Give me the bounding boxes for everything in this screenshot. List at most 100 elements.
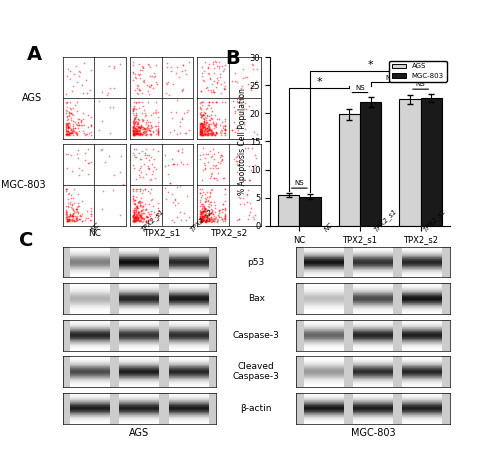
- Bar: [168, 250, 209, 251]
- Point: [74, 202, 82, 209]
- Point: [78, 217, 86, 225]
- Point: [138, 211, 145, 219]
- Bar: [402, 383, 442, 384]
- Point: [231, 69, 239, 77]
- Point: [198, 69, 206, 77]
- Point: [133, 203, 141, 211]
- Point: [208, 185, 216, 193]
- Point: [142, 205, 150, 213]
- Point: [130, 208, 138, 216]
- Point: [220, 65, 228, 73]
- Point: [150, 163, 158, 170]
- Point: [183, 160, 191, 168]
- Point: [142, 205, 150, 213]
- Point: [130, 127, 138, 135]
- Bar: [353, 357, 393, 358]
- Bar: [304, 321, 344, 322]
- Point: [204, 211, 212, 219]
- Point: [136, 213, 144, 221]
- Point: [201, 124, 209, 131]
- Point: [78, 198, 86, 205]
- Bar: [353, 312, 393, 313]
- Point: [212, 59, 220, 66]
- Point: [132, 129, 140, 137]
- Point: [85, 129, 93, 137]
- Point: [207, 111, 215, 119]
- Bar: [120, 400, 160, 401]
- Point: [62, 216, 70, 223]
- X-axis label: siRNA Treatment: siRNA Treatment: [319, 248, 401, 258]
- Point: [142, 214, 150, 221]
- Point: [87, 158, 95, 165]
- Point: [218, 156, 226, 164]
- Point: [145, 210, 153, 218]
- Point: [63, 217, 71, 225]
- Point: [200, 211, 207, 218]
- Bar: [353, 349, 393, 350]
- Point: [66, 99, 74, 106]
- Point: [198, 131, 205, 139]
- Bar: [168, 326, 209, 327]
- Bar: [120, 261, 160, 262]
- Point: [77, 117, 85, 125]
- Point: [137, 207, 145, 214]
- Point: [64, 131, 72, 139]
- Point: [68, 129, 76, 137]
- Bar: [304, 305, 344, 306]
- Bar: [402, 338, 442, 339]
- Point: [129, 129, 137, 137]
- Bar: [353, 320, 393, 321]
- Point: [178, 158, 186, 166]
- Point: [87, 121, 95, 129]
- Point: [140, 79, 148, 86]
- Point: [144, 162, 152, 170]
- Point: [130, 218, 138, 225]
- Point: [131, 205, 139, 212]
- Point: [134, 214, 142, 222]
- X-axis label: AGS: AGS: [130, 428, 150, 438]
- Point: [198, 111, 206, 119]
- Point: [146, 111, 154, 119]
- Point: [142, 111, 150, 119]
- Point: [222, 215, 230, 223]
- Bar: [120, 397, 160, 398]
- Point: [196, 217, 204, 224]
- Point: [198, 120, 206, 128]
- Point: [66, 129, 74, 136]
- Point: [79, 127, 87, 135]
- Point: [154, 199, 162, 207]
- Point: [65, 130, 73, 138]
- Point: [66, 75, 74, 82]
- Point: [134, 216, 141, 224]
- Bar: [70, 376, 110, 377]
- Point: [149, 109, 157, 117]
- Point: [64, 123, 72, 130]
- Point: [132, 127, 140, 135]
- Point: [199, 121, 207, 129]
- Bar: [402, 276, 442, 277]
- Bar: [70, 312, 110, 313]
- Point: [149, 127, 157, 135]
- Bar: [353, 337, 393, 338]
- Bar: [353, 270, 393, 271]
- Point: [76, 171, 84, 179]
- Point: [200, 206, 207, 214]
- Bar: [70, 249, 110, 250]
- Point: [200, 155, 208, 162]
- Point: [65, 129, 73, 137]
- Bar: [353, 376, 393, 377]
- Bar: [304, 402, 344, 403]
- Bar: [353, 397, 393, 398]
- Bar: [120, 417, 160, 418]
- Point: [70, 195, 78, 202]
- Bar: [304, 271, 344, 272]
- Point: [85, 159, 93, 167]
- Bar: [120, 369, 160, 370]
- Point: [135, 171, 143, 179]
- Point: [231, 77, 239, 85]
- Bar: [353, 398, 393, 399]
- Point: [197, 217, 205, 225]
- Bar: [168, 371, 209, 372]
- Point: [146, 124, 154, 131]
- Bar: [353, 275, 393, 276]
